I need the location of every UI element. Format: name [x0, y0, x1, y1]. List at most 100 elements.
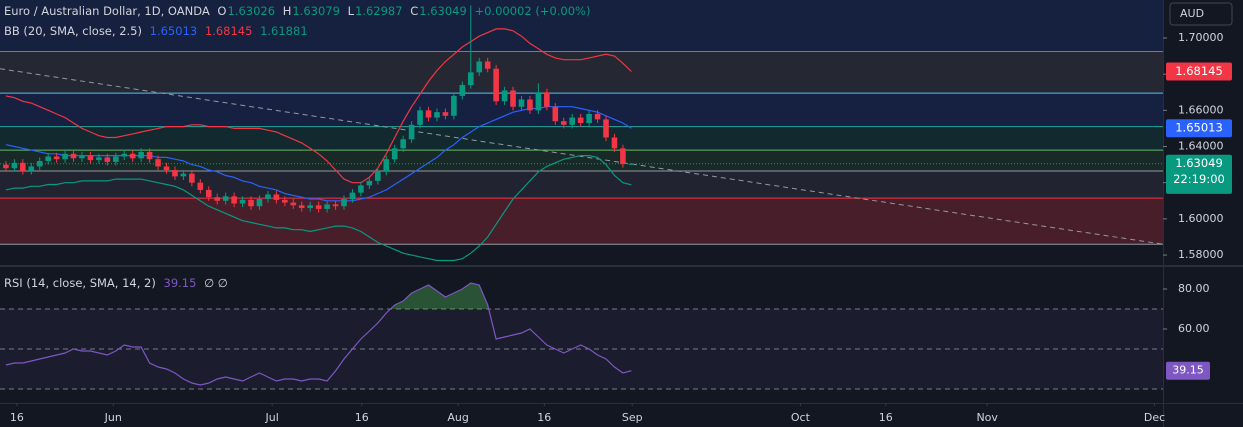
candle-body — [11, 162, 18, 169]
candle-body — [442, 112, 449, 116]
rsi-line — [5, 282, 632, 386]
candle-body — [307, 205, 313, 209]
x-tick-label: 16 — [537, 411, 551, 424]
ohlc-label: L — [347, 4, 354, 18]
candle-body — [375, 171, 381, 181]
ohlc-value: 1.63049 — [419, 4, 467, 18]
bb-line — [5, 155, 632, 262]
price-badge — [1166, 119, 1232, 138]
bb-line — [5, 28, 632, 184]
x-tick-label: Aug — [447, 411, 468, 424]
x-tick-label: Jul — [265, 411, 279, 424]
candle-body — [383, 159, 390, 172]
y-tick-label: 1.64000 — [1178, 140, 1224, 153]
price-badge — [1166, 62, 1232, 81]
candle-body — [358, 185, 364, 193]
candle-body — [510, 90, 516, 107]
candle-body — [28, 166, 35, 171]
candle-body — [518, 99, 525, 107]
x-tick-label: Sep — [622, 411, 643, 424]
x-tick-label: 16 — [879, 411, 893, 424]
candle-body — [36, 160, 43, 167]
candle-body — [70, 153, 77, 159]
candle-body — [476, 61, 483, 73]
bb-value: 1.68145 — [204, 24, 253, 38]
bb-value: 1.65013 — [149, 24, 198, 38]
candle-body — [467, 72, 474, 86]
price-badge — [1166, 154, 1232, 191]
rsi-legend: RSI (14, close, SMA, 14, 2) 39.15 ∅ ∅ — [4, 276, 232, 290]
candle-body — [586, 113, 592, 124]
rsi-title: RSI (14, close, SMA, 14, 2) — [4, 276, 156, 290]
x-tick-label: Jun — [104, 411, 122, 424]
candle-body — [121, 153, 128, 157]
candle-body — [408, 124, 415, 140]
price-badge-label: 1.65013 — [1175, 121, 1223, 135]
candle-body — [189, 173, 195, 183]
candle-body — [222, 196, 229, 201]
candle-body — [146, 151, 153, 160]
ohlc-value: 1.63026 — [227, 4, 276, 18]
candle-body — [45, 156, 51, 161]
rsi-badge — [1166, 361, 1210, 380]
zone — [0, 126, 1163, 151]
candle-body — [527, 99, 533, 111]
candle-body — [544, 92, 550, 107]
candle-body — [535, 92, 542, 111]
change: +0.00002 (+0.00%) — [474, 4, 591, 18]
candle-body — [197, 182, 204, 190]
candle-body — [434, 112, 440, 118]
currency-button — [1169, 2, 1233, 26]
candle-body — [53, 156, 60, 160]
candle-body — [341, 198, 347, 207]
ohlc-value: 1.63079 — [292, 4, 340, 18]
candle-body — [87, 155, 94, 161]
y-tick-label: 1.58000 — [1178, 248, 1224, 261]
bb-legend: BB (20, SMA, close, 2.5) 1.65013 1.68145… — [4, 24, 312, 38]
zone — [0, 198, 1163, 245]
ohlc-label: C — [410, 4, 419, 18]
candle-body — [560, 121, 567, 125]
candle-body — [290, 202, 297, 206]
candle-body — [163, 166, 170, 171]
candle-body — [451, 95, 457, 116]
x-tick-label: Nov — [976, 411, 998, 424]
candle-body — [138, 151, 144, 159]
symbol-legend: Euro / Australian Dollar, 1D, OANDA O1.6… — [4, 4, 594, 18]
zone — [0, 0, 1163, 52]
candle-body — [256, 198, 263, 207]
candle-body — [324, 204, 330, 209]
bb-value: 1.61881 — [260, 24, 308, 38]
candle-body — [594, 113, 601, 120]
rsi-badge-label: 39.15 — [1172, 364, 1204, 377]
zone — [0, 150, 1163, 171]
candle-body — [155, 159, 161, 167]
rsi-na: ∅ ∅ — [204, 276, 228, 290]
y-tick-label: 60.00 — [1178, 322, 1210, 335]
y-tick-label: 1.70000 — [1178, 31, 1224, 44]
candle-body — [493, 68, 499, 102]
candle-body — [577, 117, 584, 124]
candle-body — [79, 155, 85, 159]
candle-body — [332, 204, 339, 207]
y-tick-label: 1.60000 — [1178, 212, 1224, 225]
candle-body — [20, 162, 26, 171]
x-tick-label: Oct — [791, 411, 811, 424]
candle-body — [459, 85, 466, 96]
price-badge-label: 1.68145 — [1175, 64, 1223, 78]
countdown: 22:19:00 — [1173, 172, 1225, 186]
currency-label: AUD — [1180, 7, 1204, 20]
x-tick-label: 16 — [355, 411, 369, 424]
candle-body — [129, 153, 136, 159]
candle-body — [180, 173, 187, 177]
ohlc-label: O — [217, 4, 227, 18]
candle-body — [611, 137, 618, 149]
candle-body — [603, 119, 609, 138]
candle-body — [172, 170, 178, 177]
candle-body — [112, 156, 119, 162]
candle-body — [417, 110, 423, 125]
candle-body — [620, 148, 626, 165]
candle-body — [96, 157, 102, 161]
trendline — [0, 68, 1164, 245]
